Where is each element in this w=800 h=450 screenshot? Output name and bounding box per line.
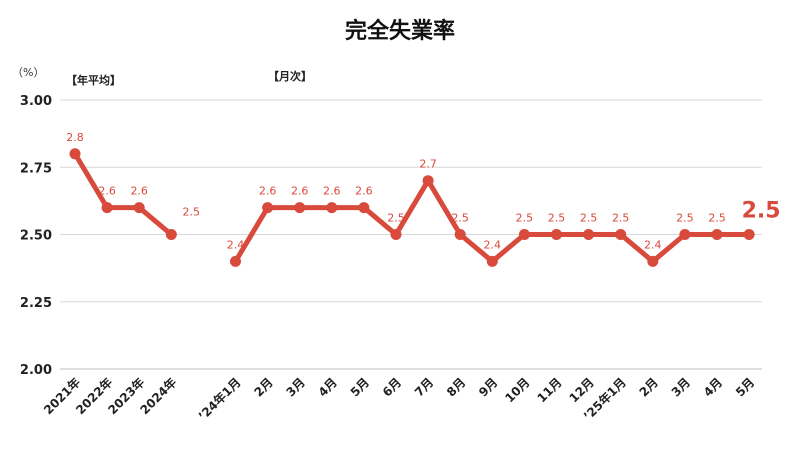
data-label: 2.5 <box>548 212 566 225</box>
grid-lines <box>60 99 762 370</box>
data-label: 2.4 <box>644 238 662 251</box>
data-point <box>133 202 145 214</box>
y-tick-label: 2.50 <box>20 229 52 244</box>
data-label: 2.5 <box>612 212 630 225</box>
data-point <box>101 202 113 214</box>
data-label: 2.6 <box>323 185 341 198</box>
x-tick-label: 9月 <box>476 375 500 399</box>
y-axis-ticks: 3.00 2.75 2.50 2.25 2.00 <box>20 94 52 378</box>
data-label: 2.7 <box>419 158 437 171</box>
data-label: 2.5 <box>676 212 694 225</box>
x-tick-label: 5月 <box>733 375 757 399</box>
y-tick-label: 2.75 <box>20 161 52 176</box>
x-tick-label: ’24年1月 <box>195 375 244 424</box>
data-point <box>518 229 530 240</box>
section-label-monthly: 【月次】 <box>268 69 312 83</box>
x-tick-label: 11月 <box>534 375 564 405</box>
data-point <box>583 229 595 240</box>
data-label: 2.5 <box>516 212 534 225</box>
data-point <box>230 255 241 267</box>
data-label: 2.4 <box>484 238 502 251</box>
data-point <box>326 202 338 214</box>
data-label: 2.6 <box>259 185 277 198</box>
y-tick-label: 3.00 <box>20 94 52 109</box>
data-point <box>486 255 498 267</box>
annual-series-line <box>72 151 174 237</box>
y-axis-unit: （%） <box>12 66 44 79</box>
data-label: 2.5 <box>742 199 781 224</box>
data-label: 2.5 <box>387 212 405 225</box>
x-tick-label: 3月 <box>284 375 308 399</box>
x-tick-label: 3月 <box>669 375 693 399</box>
x-tick-label: 10月 <box>502 375 532 405</box>
data-point <box>551 229 562 240</box>
data-label: 2.4 <box>227 238 245 251</box>
y-tick-label: 2.00 <box>20 363 52 378</box>
x-tick-label: 2月 <box>251 375 275 399</box>
data-label: 2.5 <box>708 212 726 225</box>
x-tick-label: 4月 <box>701 375 725 399</box>
data-point <box>454 229 466 240</box>
x-tick-label: 6月 <box>380 375 404 399</box>
data-point <box>711 229 723 240</box>
section-label-annual: 【年平均】 <box>66 73 121 87</box>
x-tick-label: 5月 <box>348 375 372 399</box>
data-point <box>358 202 370 214</box>
data-point <box>422 175 434 187</box>
x-tick-label: 2月 <box>637 375 661 399</box>
data-point <box>615 229 627 240</box>
series-points <box>69 148 755 267</box>
data-point <box>679 229 691 240</box>
data-point <box>390 229 402 240</box>
data-labels: 2.8 2.6 2.6 2.5 2.4 2.6 2.6 2.6 2.6 2.5 2.7 2.5 2.4 2… <box>66 131 780 252</box>
data-point <box>69 148 81 160</box>
data-label: 2.6 <box>130 185 148 198</box>
chart-title: 完全失業率 <box>345 18 455 44</box>
y-tick-label: 2.25 <box>20 296 52 311</box>
data-label: 2.6 <box>291 185 309 198</box>
x-tick-label: 7月 <box>412 375 436 399</box>
data-label: 2.6 <box>355 185 373 198</box>
data-point <box>647 255 659 267</box>
data-label: 2.5 <box>183 206 201 219</box>
x-tick-label: 8月 <box>444 375 468 399</box>
x-tick-label: 4月 <box>316 375 340 399</box>
data-label: 2.8 <box>66 131 84 144</box>
data-label: 2.6 <box>98 185 116 198</box>
data-label: 2.5 <box>451 212 469 225</box>
data-point <box>743 229 755 240</box>
data-point <box>165 229 177 240</box>
data-label: 2.5 <box>580 212 598 225</box>
data-point <box>294 202 306 214</box>
data-point <box>262 202 274 214</box>
